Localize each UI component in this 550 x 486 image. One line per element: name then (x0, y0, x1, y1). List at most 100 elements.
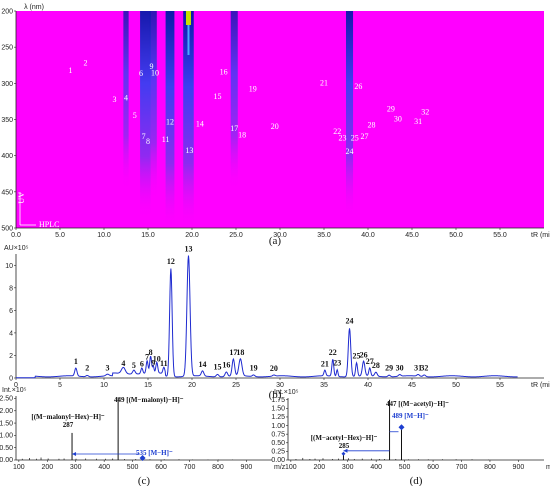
heatmap-peak-label-1: 1 (69, 66, 73, 75)
chromatogram-peak-label-31: 31 (414, 363, 422, 372)
chromatogram-peak-label-8: 8 (149, 348, 153, 357)
ms-x-tick-label: 200 (41, 464, 53, 471)
chromatogram-peak-label-28: 28 (372, 361, 380, 370)
heatmap-peak-label-14: 14 (196, 120, 204, 129)
heatmap-y-tick-label: 350 (1, 117, 13, 124)
chromatogram-peak-label-18: 18 (236, 348, 244, 357)
chromatogram-y-tick-label: 8 (9, 285, 13, 292)
heatmap-y-tick-label: 250 (1, 45, 13, 52)
heatmap-peak-label-3: 3 (113, 95, 117, 104)
precursor-diamond-icon (139, 455, 146, 462)
hplc-label: HPLC (39, 220, 59, 229)
panel-a-label: (a) (269, 235, 282, 247)
chromatogram-x-tick-label: 50 (452, 382, 460, 389)
chromatogram-peak-label-22: 22 (329, 348, 337, 357)
ms-x-tick-label: 700 (456, 464, 468, 471)
ms-x-tick-label: 400 (98, 464, 110, 471)
heatmap-band-4 (165, 11, 175, 228)
chromatogram-x-tick-label: 40 (364, 382, 372, 389)
ms-x-tick-label: 300 (70, 464, 82, 471)
heatmap-y-tick-label: 200 (1, 9, 13, 16)
heatmap-x-tick-label: 10.0 (97, 232, 111, 239)
chromatogram-y-axis-title: AU×10⁵ (4, 245, 29, 252)
heatmap-peak-label-27: 27 (360, 132, 368, 141)
heatmap-peak-label-13: 13 (185, 146, 193, 155)
ms-panel-label: (d) (410, 475, 423, 486)
heatmap-peak-label-12: 12 (166, 118, 174, 127)
ms-y-tick-label: 0.00 (0, 457, 13, 464)
chromatogram-peak-label-17: 17 (229, 348, 237, 357)
heatmap-x-tick-label: 20.0 (185, 232, 199, 239)
heatmap-x-tick-label: 45.0 (405, 232, 419, 239)
heatmap-peak-label-21: 21 (320, 79, 328, 88)
heatmap-peak-label-28: 28 (368, 120, 376, 129)
heatmap-background (16, 11, 544, 228)
ms-panel-label: (c) (138, 475, 151, 486)
chromatogram-peak-label-15: 15 (214, 363, 222, 372)
chromatogram-peak-label-1: 1 (74, 357, 78, 366)
ms-x-tick-label: 100 (285, 464, 297, 471)
ms-y-tick-label: 2.50 (0, 396, 13, 403)
chromatogram-peak-label-11: 11 (160, 359, 168, 368)
heatmap-peak-label-9: 9 (150, 62, 154, 71)
chromatogram-peak-label-13: 13 (184, 244, 192, 253)
heatmap-peak-label-20: 20 (271, 122, 279, 131)
chromatogram-peak-label-29: 29 (385, 363, 393, 372)
panel-c-mass-spectrum: 0.00 0.50 1.00 1.50 2.00 2.50 100 200 300 400 500 6… (0, 387, 286, 486)
chromatogram-peak-label-7: 7 (145, 353, 149, 362)
chromatogram-y-tick-label: 10 (5, 263, 13, 270)
ms-y-tick-label: 0.75 (271, 431, 285, 438)
chromatogram-peak-label-6: 6 (140, 359, 144, 368)
chromatogram-x-tick-label: 15 (144, 382, 152, 389)
chromatogram-peak-label-32: 32 (420, 363, 428, 372)
chromatogram-peak-label-30: 30 (396, 363, 404, 372)
heatmap-x-tick-label: 50.0 (449, 232, 463, 239)
ms-peak-label-449: 449 [(M−malonyl)−H]⁻ (114, 396, 184, 404)
heatmap-peak-label-26: 26 (354, 82, 362, 91)
chromatogram-peak-label-14: 14 (199, 360, 207, 369)
chromatogram-peak-label-2: 2 (85, 364, 89, 373)
ms-x-tick-label: 600 (155, 464, 167, 471)
heatmap-x-tick-label: 25.0 (229, 232, 243, 239)
chromatogram-peak-label-10: 10 (153, 354, 161, 363)
chromatogram-peak-label-21: 21 (321, 359, 329, 368)
heatmap-peak-label-22: 22 (333, 127, 341, 136)
ms-peak-label-287: [(M−malonyl−Hex)−H]⁻ (31, 413, 105, 421)
chromatogram-peak-label-16: 16 (222, 361, 230, 370)
chromatogram-peak-label-25: 25 (353, 352, 361, 361)
uv-label: UV (17, 192, 26, 204)
heatmap-x-tick-label: 5.0 (55, 232, 65, 239)
chromatogram-peak-label-19: 19 (250, 363, 258, 372)
heatmap-peak-label-5: 5 (133, 111, 137, 120)
ms-peak-label-447: 447 [(M−acetyl)−H]⁻ (386, 400, 449, 408)
heatmap-peak-label-7: 7 (142, 132, 146, 141)
heatmap-band-6 (230, 11, 238, 189)
ms-y-tick-label: 0.25 (271, 449, 285, 456)
heatmap-peak-label-17: 17 (230, 124, 238, 133)
ms-y-tick-label: 1.50 (271, 406, 285, 413)
chromatogram-x-tick-label: 10 (100, 382, 108, 389)
heatmap-x-tick-label: 0.0 (11, 232, 21, 239)
chromatogram-peak-label-3: 3 (106, 363, 110, 372)
heatmap-y-tick-label: 500 (1, 226, 13, 233)
heatmap-peak-label-29: 29 (387, 105, 395, 114)
ms-y-tick-label: 1.75 (271, 397, 285, 404)
heatmap-peak-label-16: 16 (220, 68, 228, 77)
precursor-diamond-icon (398, 424, 405, 431)
chromatogram-peak-label-20: 20 (270, 364, 278, 373)
heatmap-peak-label-30: 30 (394, 115, 402, 124)
heatmap-y-tick-label: 400 (1, 153, 13, 160)
ms-y-tick-label: 1.25 (271, 414, 285, 421)
ms-x-axis-title: m/z (274, 464, 286, 471)
ms-x-tick-label: 700 (184, 464, 196, 471)
heatmap-band-2 (140, 11, 151, 219)
ms-peak-label-285: [(M−acetyl−Hex)−H]⁻ (311, 434, 378, 442)
ms-x-tick-label: 800 (484, 464, 496, 471)
ms-y-tick-label: 1.00 (0, 433, 13, 440)
ms-x-tick-label: 400 (370, 464, 382, 471)
heatmap-peak-label-6: 6 (139, 69, 143, 78)
